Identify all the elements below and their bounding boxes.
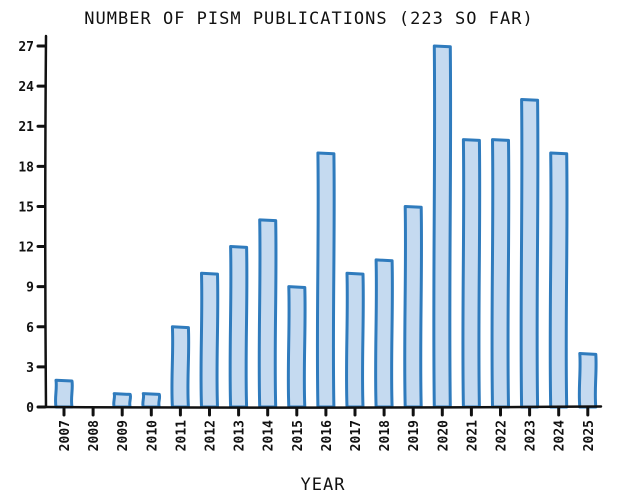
- x-tick-label-2019: 2019: [407, 420, 422, 451]
- y-tick-label-21: 21: [18, 120, 34, 135]
- bar-2024: [548, 151, 569, 409]
- x-tick-label-2022: 2022: [495, 420, 510, 451]
- y-tick-label-12: 12: [18, 241, 34, 256]
- bar-2020: [432, 44, 453, 409]
- x-tick-label-2021: 2021: [465, 420, 480, 451]
- bar-2016: [315, 151, 336, 409]
- y-tick-label-15: 15: [18, 200, 34, 215]
- bar-2021: [461, 138, 482, 409]
- bar-2023: [519, 97, 540, 409]
- x-tick-label-2016: 2016: [320, 420, 335, 451]
- bar-2019: [403, 204, 424, 409]
- bar-2018: [374, 258, 394, 409]
- bar-2015: [286, 285, 307, 409]
- x-tick-label-2017: 2017: [349, 420, 364, 451]
- x-axis: [44, 405, 603, 409]
- bar-2007: [53, 378, 74, 409]
- y-tick-label-0: 0: [26, 401, 34, 416]
- y-axis: [44, 34, 48, 409]
- x-tick-label-2020: 2020: [436, 420, 451, 451]
- x-tick-label-2010: 2010: [145, 420, 160, 451]
- x-ticks-group: 2007 2008 2009 2010 2011 2012 2013 2014 2015 2016…: [58, 406, 597, 451]
- bars-group: [53, 44, 598, 409]
- y-tick-label-18: 18: [18, 160, 34, 175]
- x-tick-label-2023: 2023: [524, 420, 539, 451]
- x-tick-label-2009: 2009: [116, 420, 131, 451]
- y-tick-label-27: 27: [18, 40, 34, 55]
- x-tick-label-2024: 2024: [553, 420, 568, 451]
- y-tick-label-24: 24: [18, 80, 34, 95]
- x-tick-label-2007: 2007: [58, 420, 73, 451]
- bar-2012: [199, 271, 220, 409]
- x-tick-label-2014: 2014: [262, 420, 277, 451]
- y-tick-label-6: 6: [26, 321, 34, 336]
- bar-2009: [112, 392, 132, 409]
- x-tick-label-2011: 2011: [174, 420, 189, 451]
- x-tick-label-2008: 2008: [87, 420, 102, 451]
- bar-2017: [344, 271, 365, 409]
- bar-2022: [490, 138, 511, 409]
- x-tick-label-2018: 2018: [378, 420, 393, 451]
- bar-2014: [257, 218, 278, 409]
- bar-2013: [228, 245, 249, 409]
- bar-2025: [577, 352, 598, 409]
- x-tick-label-2013: 2013: [233, 420, 248, 451]
- y-tick-label-3: 3: [26, 361, 34, 376]
- bar-2011: [170, 325, 191, 409]
- y-ticks-group: 0 3 6 9 12 15 18 21 24 27: [18, 40, 47, 416]
- x-tick-label-2012: 2012: [204, 420, 219, 451]
- x-tick-label-2025: 2025: [582, 420, 597, 451]
- x-axis-label: YEAR: [301, 475, 346, 495]
- bar-2010: [141, 392, 162, 409]
- chart-title: NUMBER OF PISM PUBLICATIONS (223 SO FAR): [84, 9, 533, 29]
- y-tick-label-9: 9: [26, 281, 34, 296]
- x-tick-label-2015: 2015: [291, 420, 306, 451]
